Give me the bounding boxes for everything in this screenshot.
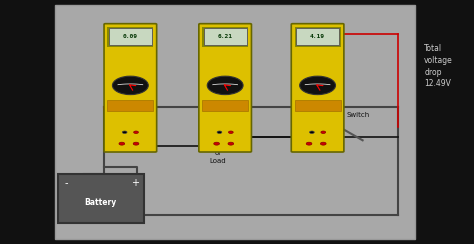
Text: Battery: Battery: [84, 198, 117, 207]
Circle shape: [321, 131, 326, 133]
FancyBboxPatch shape: [202, 27, 248, 47]
Circle shape: [320, 142, 326, 145]
Text: 4.19: 4.19: [310, 34, 325, 39]
Text: Switch: Switch: [346, 112, 369, 118]
Circle shape: [112, 76, 148, 95]
FancyBboxPatch shape: [291, 24, 344, 152]
FancyBboxPatch shape: [294, 100, 340, 111]
Circle shape: [306, 142, 312, 145]
FancyBboxPatch shape: [109, 28, 152, 45]
Circle shape: [331, 124, 342, 130]
Polygon shape: [223, 98, 232, 104]
Circle shape: [228, 142, 234, 145]
Text: 0.09: 0.09: [123, 34, 138, 39]
Text: 6.21: 6.21: [218, 34, 233, 39]
FancyBboxPatch shape: [55, 5, 415, 239]
Text: Total
voltage
drop
12.49V: Total voltage drop 12.49V: [424, 44, 453, 88]
Circle shape: [331, 142, 342, 148]
FancyBboxPatch shape: [104, 24, 156, 152]
Circle shape: [214, 142, 219, 145]
Circle shape: [300, 76, 336, 95]
FancyBboxPatch shape: [296, 28, 339, 45]
FancyBboxPatch shape: [203, 28, 246, 45]
Circle shape: [119, 142, 125, 145]
Circle shape: [217, 131, 222, 133]
Text: Resistance
or
Load: Resistance or Load: [199, 143, 237, 164]
Circle shape: [212, 96, 243, 112]
FancyBboxPatch shape: [202, 100, 248, 111]
Circle shape: [219, 99, 236, 108]
Circle shape: [224, 107, 231, 111]
Circle shape: [310, 131, 314, 133]
Circle shape: [221, 101, 234, 107]
Circle shape: [228, 131, 233, 133]
Circle shape: [217, 98, 238, 109]
Circle shape: [134, 131, 138, 133]
Text: -: -: [64, 178, 68, 188]
Circle shape: [207, 76, 243, 95]
FancyBboxPatch shape: [58, 174, 144, 223]
FancyBboxPatch shape: [107, 100, 153, 111]
Text: +: +: [131, 178, 139, 188]
FancyBboxPatch shape: [107, 27, 153, 47]
Circle shape: [122, 131, 127, 133]
Circle shape: [206, 93, 249, 115]
Circle shape: [133, 142, 139, 145]
FancyBboxPatch shape: [199, 24, 251, 152]
FancyBboxPatch shape: [294, 27, 340, 47]
